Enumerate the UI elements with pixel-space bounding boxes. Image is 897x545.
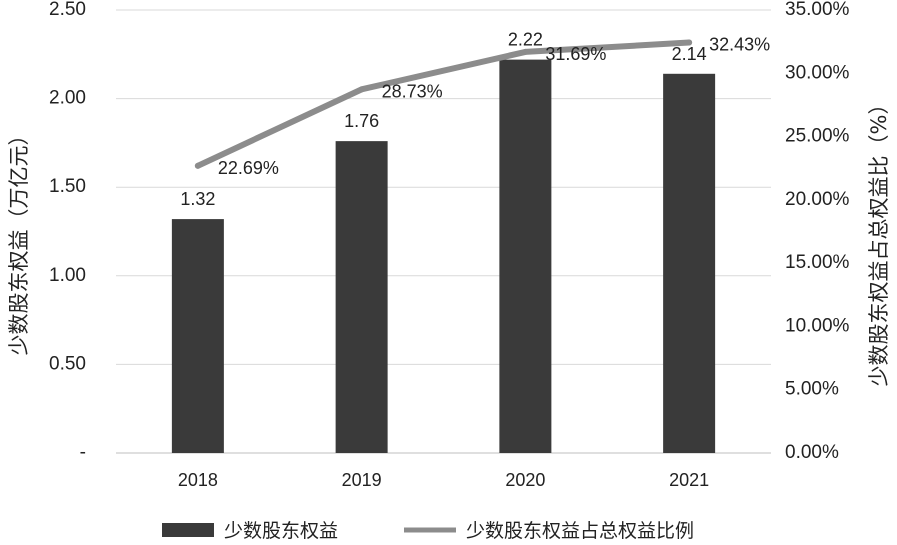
bar-2 — [499, 59, 552, 454]
legend: 少数股东权益 少数股东权益占总权益比例 — [162, 520, 694, 542]
right-tick-label-0: 0.00% — [785, 442, 839, 463]
left-tick-label-0: - — [80, 442, 86, 463]
left-axis-title: 少数股东权益（万亿元） — [7, 125, 31, 356]
ratio-line — [194, 39, 693, 169]
bar-1 — [335, 141, 388, 454]
right-tick-label-1: 5.00% — [785, 379, 839, 400]
x-tick-label-0: 2018 — [178, 470, 218, 490]
bar-label-0: 1.32 — [180, 189, 215, 209]
ratio-point-1 — [358, 86, 365, 93]
bar-3 — [663, 73, 716, 454]
right-tick-label-2: 10.00% — [785, 315, 850, 336]
x-tick-label-2: 2020 — [505, 470, 545, 490]
right-tick-label-4: 20.00% — [785, 189, 850, 210]
data-labels: 1.32 1.76 2.22 2.14 22.69% 28.73% 31.69% 32.43% — [180, 30, 770, 209]
left-tick-label-1: 0.50 — [49, 353, 86, 374]
right-tick-label-7: 35.00% — [785, 0, 850, 20]
left-tick-label-5: 2.50 — [49, 0, 86, 20]
ratio-point-2 — [522, 48, 529, 55]
right-tick-label-5: 25.00% — [785, 126, 850, 147]
gridlines — [116, 9, 771, 454]
ratio-label-1: 28.73% — [382, 81, 443, 101]
left-tick-label-2: 1.00 — [49, 265, 86, 286]
right-tick-label-6: 30.00% — [785, 62, 850, 83]
legend-label-bar: 少数股东权益 — [224, 520, 338, 542]
legend-label-line: 少数股东权益占总权益比例 — [466, 520, 694, 542]
ratio-label-2: 31.69% — [545, 44, 606, 64]
left-tick-label-3: 1.50 — [49, 176, 86, 197]
ratio-point-3 — [686, 39, 693, 46]
x-axis-ticks: 2018 2019 2020 2021 — [178, 470, 709, 490]
line-series — [194, 39, 693, 169]
left-tick-label-4: 2.00 — [49, 88, 86, 109]
bar-series — [171, 59, 716, 454]
bar-label-1: 1.76 — [344, 111, 379, 131]
right-tick-label-3: 15.00% — [785, 252, 850, 273]
bar-label-2: 2.22 — [508, 30, 543, 50]
legend-swatch-bar — [162, 523, 214, 537]
bar-0 — [171, 219, 224, 453]
bar-label-3: 2.14 — [672, 44, 707, 64]
left-axis-ticks: - 0.50 1.00 1.50 2.00 2.50 — [49, 0, 86, 463]
right-axis-ticks: 0.00% 5.00% 10.00% 15.00% 20.00% 25.00% 30.00%… — [785, 0, 850, 463]
ratio-label-3: 32.43% — [709, 35, 770, 55]
x-tick-label-1: 2019 — [342, 470, 382, 490]
right-axis-title: 少数股东权益占总权益比（%） — [867, 94, 891, 387]
ratio-point-0 — [194, 162, 201, 169]
ratio-label-0: 22.69% — [218, 158, 279, 178]
x-tick-label-3: 2021 — [669, 470, 709, 490]
